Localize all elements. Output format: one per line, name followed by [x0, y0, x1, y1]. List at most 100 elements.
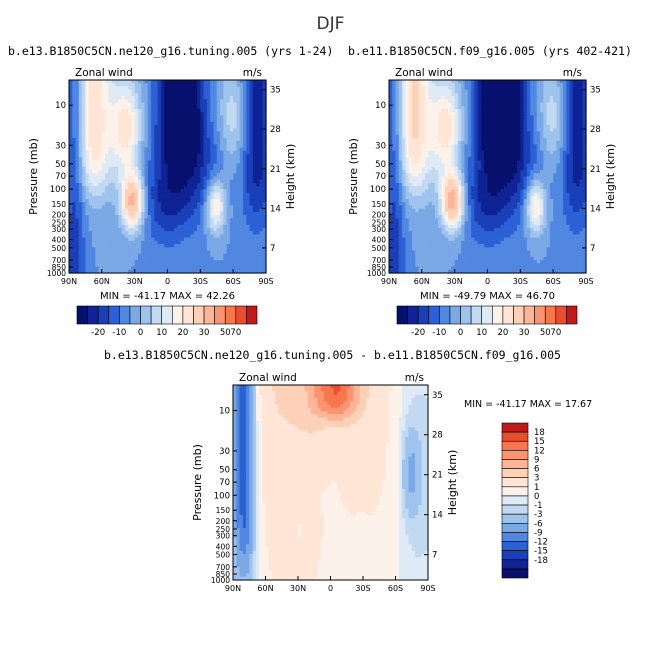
- panel-1-xtick-label: 90N: [61, 277, 77, 286]
- panel-1-colorbar-label: 10: [156, 328, 167, 338]
- panel-3-colorbar-swatch: [501, 559, 529, 570]
- panel-2-ytick-label: 200: [372, 210, 387, 219]
- panel-2-rtick-label: 28: [590, 125, 601, 135]
- panel-1-colorbar-swatch: [150, 305, 163, 325]
- panel-2-colorbar-swatch: [555, 305, 567, 325]
- panel-3-xtick-label: 60S: [388, 584, 403, 593]
- panel-2-ytick-label: 50: [375, 160, 386, 170]
- panel-1-xtick-label: 60N: [94, 277, 110, 286]
- panel-3-ytick-label: 850: [216, 570, 231, 579]
- panel-2-colorbar-swatch: [449, 305, 461, 325]
- panel-3-colorbar-label: 15: [534, 437, 545, 447]
- panel-2-xtick-label: 30S: [513, 277, 528, 286]
- panel-1-ytick-label: 300: [52, 225, 67, 234]
- panel-1-colorbar-label: 70: [230, 328, 241, 338]
- panel-2-rtick-label: 35: [590, 86, 601, 96]
- panel-2-ytick-label: 1000: [367, 269, 386, 278]
- panel-1-ytick-label: 250: [52, 219, 67, 228]
- panel-2-ytick-label: 300: [372, 225, 387, 234]
- panel-1-colorbar-swatch: [182, 305, 194, 325]
- panel-1-colorbar-swatch: [161, 305, 173, 325]
- panel-1-rtick-label: 35: [270, 86, 281, 96]
- panel-2-ytick-label: 400: [372, 236, 387, 245]
- panel-2-colorbar-label: 50: [540, 328, 551, 338]
- panel-3-ytick-label: 30: [219, 447, 230, 457]
- panel-1-colorbar-label: -10: [112, 328, 126, 338]
- panel-2-subtitle-right: m/s: [563, 67, 582, 79]
- panel-2-colorbar: -20 -10 0 10 20 30 50 70: [396, 305, 578, 338]
- panel-1-subtitle-right: m/s: [243, 67, 262, 79]
- panel-2-axes: 90N 60N 30N 0 30S 60S 90S103050701001502002503…: [347, 67, 617, 286]
- panel-3-axes: 90N 60N 30N 0 30S 60S 90S103050701001502002503…: [191, 372, 459, 593]
- panel-3-colorbar-swatch: [501, 422, 529, 433]
- panel-1-colorbar-swatch: [119, 305, 131, 325]
- panel-1-xtick-label: 0: [165, 277, 170, 286]
- panel-2-xtick-label: 0: [485, 277, 490, 286]
- panel-3-ytick-label: 500: [216, 550, 231, 559]
- panel-2-ytick-label: 700: [372, 256, 387, 265]
- panel-2-colorbar-label: 10: [476, 328, 487, 338]
- panel-3-ytick-label: 50: [219, 466, 230, 476]
- panel-2-rtick-label: 21: [590, 165, 601, 175]
- panel-3-colorbar-label: 18: [534, 428, 545, 438]
- panel-1-stats: MIN = -41.17 MAX = 42.26: [100, 291, 235, 302]
- panel-1-ylabel-right: Height (km): [284, 144, 297, 210]
- panel-2-colorbar-swatch: [566, 305, 578, 325]
- panel-2-colorbar-label: 30: [519, 328, 530, 338]
- panel-3-colorbar-label: 12: [534, 446, 545, 456]
- panel-1-xtick-label: 90S: [258, 277, 273, 286]
- panel-2-ylabel-right: Height (km): [604, 144, 617, 210]
- panel-3-xtick-label: 30S: [355, 584, 370, 593]
- panel-1-axes: 90N 60N 30N 0 30S 60S 90S103050701001502002503…: [27, 67, 297, 286]
- panel-1-ytick-label: 500: [52, 244, 67, 253]
- panel-2-xtick-label: 60S: [546, 277, 561, 286]
- panel-2-xtick-label: 90N: [381, 277, 397, 286]
- panel-3-colorbar-swatch: [501, 431, 529, 442]
- panel-1-colorbar-label: 20: [177, 328, 188, 338]
- panel-2-colorbar-swatch: [460, 305, 472, 325]
- panel-2-ytick-label: 10: [375, 101, 386, 111]
- panel-3-ytick-label: 10: [219, 407, 230, 417]
- panel-3-ytick-label: 1000: [211, 576, 230, 585]
- panel-2-rtick-label: 14: [590, 204, 601, 214]
- panel-1-colorbar-swatch: [246, 305, 258, 325]
- panel-2-ytick-label: 250: [372, 219, 387, 228]
- panel-1-colorbar: -20 -10 0 10 20 30 50 70: [76, 305, 258, 338]
- panel-3-xtick-label: 60N: [257, 584, 273, 593]
- panel-3-colorbar-label: -3: [534, 510, 542, 520]
- panel-3-ylabel: Pressure (mb): [191, 444, 204, 521]
- panel-1-ytick-label: 150: [52, 200, 67, 209]
- panel-3-colorbar-swatch: [501, 468, 529, 479]
- panel-1-colorbar-swatch: [224, 305, 237, 325]
- panel-2-colorbar-swatch: [428, 305, 440, 325]
- panel-1-colorbar-swatch: [193, 305, 205, 325]
- panel-2-colorbar-swatch: [544, 305, 557, 325]
- panel-1-rtick-label: 28: [270, 125, 281, 135]
- panel-3-colorbar-swatch: [501, 532, 529, 542]
- panel-3-subtitle-right: m/s: [405, 372, 424, 384]
- panel-3-colorbar-swatch: [501, 440, 529, 451]
- panel-3-colorbar-label: -12: [534, 538, 548, 548]
- panel-3-stats: MIN = -41.17 MAX = 17.67: [464, 399, 592, 410]
- panel-1-contour-fill: [69, 80, 267, 274]
- panel-3-ytick-label: 300: [216, 532, 231, 541]
- panel-2-colorbar-swatch: [491, 305, 504, 325]
- panel-3-colorbar-swatch: [501, 513, 529, 524]
- panel-3-colorbar-swatch: [501, 495, 529, 506]
- panel-3-colorbar-label: 6: [534, 465, 539, 475]
- panel-2-colorbar-label: -10: [432, 328, 446, 338]
- panel-1-colorbar-swatch: [97, 305, 110, 325]
- panel-1-colorbar-label: 30: [199, 328, 210, 338]
- panel-3-colorbar-label: -6: [534, 519, 542, 529]
- panel-1-colorbar-swatch: [214, 305, 226, 325]
- panel-1-xtick-label: 30N: [127, 277, 143, 286]
- panel-3-colorbar-label: -18: [534, 556, 548, 566]
- panel-3-ytick-label: 700: [216, 563, 231, 572]
- panel-1-colorbar-label: 0: [138, 328, 143, 338]
- panel-1-ytick-label: 400: [52, 236, 67, 245]
- panel-3-colorbar-swatch: [501, 504, 529, 515]
- panel-1-colorbar-swatch: [235, 305, 247, 325]
- panel-3-colorbar-label: 0: [534, 492, 539, 502]
- panel-3-ytick-label: 200: [216, 517, 231, 526]
